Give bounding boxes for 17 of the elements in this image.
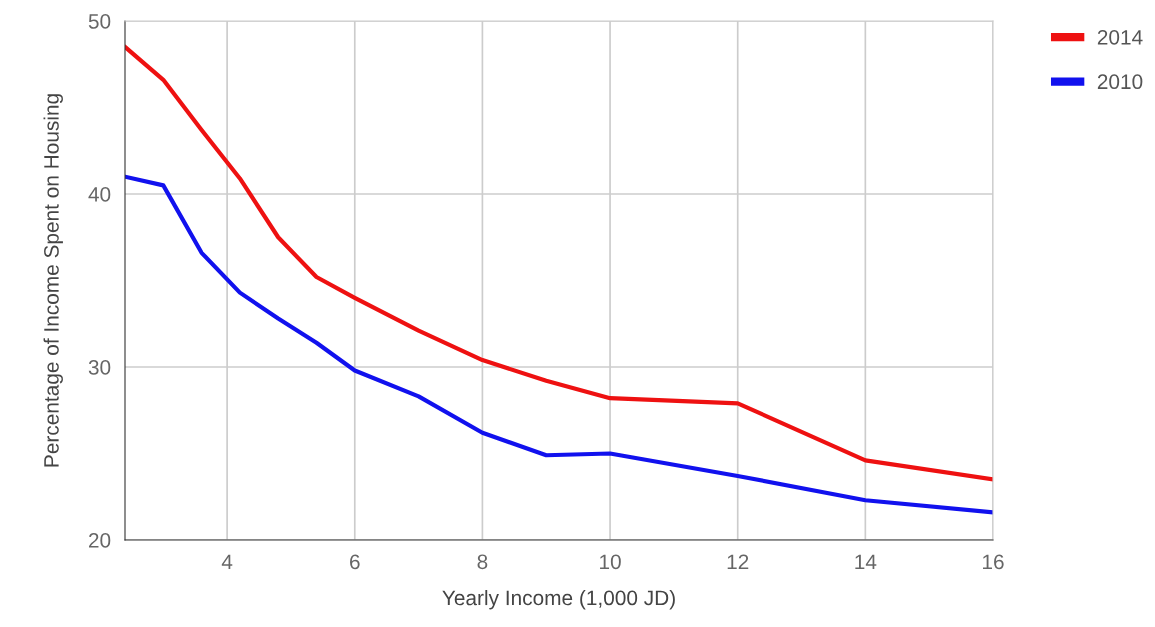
- line-series: [125, 44, 993, 482]
- y-tick-label: 50: [88, 14, 111, 29]
- x-axis-title: Yearly Income (1,000 JD): [442, 589, 675, 610]
- x-tick-label: 16: [983, 554, 1004, 570]
- x-tick-label: 14: [855, 554, 877, 569]
- x-tick-label: 8: [477, 554, 488, 570]
- x-tick-label: 4: [221, 554, 233, 569]
- line-series: [125, 174, 993, 515]
- x-tick-label: 12: [727, 554, 749, 569]
- x-tick-label: 6: [350, 554, 360, 570]
- y-tick-label: 30: [88, 360, 111, 375]
- y-axis-title: Percentage of Income Spent on Housing: [43, 94, 63, 467]
- legend-label: 2010: [1097, 74, 1143, 90]
- x-tick-label: 10: [600, 554, 621, 570]
- legend-label: 2014: [1097, 29, 1143, 45]
- y-tick-label: 20: [88, 533, 111, 548]
- y-tick-label: 40: [88, 187, 111, 202]
